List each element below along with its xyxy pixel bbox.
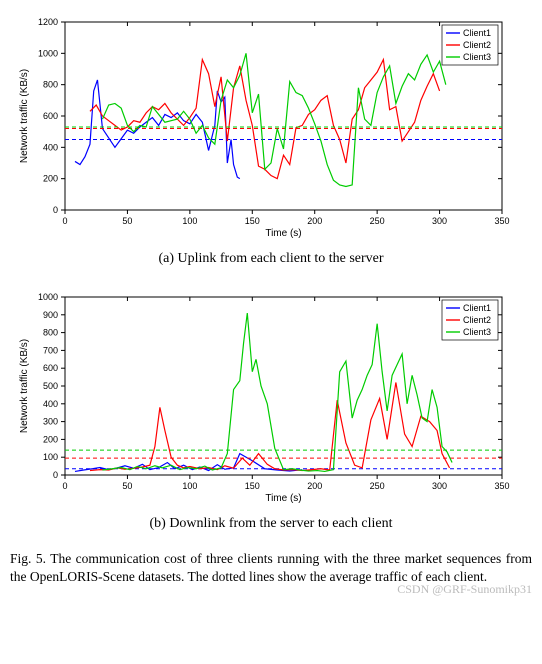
svg-text:400: 400 — [43, 399, 58, 409]
svg-text:Client2: Client2 — [463, 40, 491, 50]
svg-text:0: 0 — [62, 216, 67, 226]
svg-text:900: 900 — [43, 310, 58, 320]
svg-text:Client1: Client1 — [463, 303, 491, 313]
svg-text:Time (s): Time (s) — [265, 493, 301, 504]
subcaption-b: (b) Downlink from the server to each cli… — [10, 516, 532, 532]
svg-text:250: 250 — [370, 481, 385, 491]
svg-text:200: 200 — [43, 434, 58, 444]
svg-text:250: 250 — [370, 216, 385, 226]
svg-text:0: 0 — [53, 470, 58, 480]
svg-text:1200: 1200 — [38, 17, 58, 27]
svg-text:700: 700 — [43, 345, 58, 355]
downlink-chart: 0 50 100 150 200 250 300 350 0 100 200 300 400 500 600… — [10, 285, 532, 510]
svg-text:600: 600 — [43, 363, 58, 373]
svg-text:0: 0 — [53, 205, 58, 215]
svg-text:Client3: Client3 — [463, 327, 491, 337]
svg-text:400: 400 — [43, 142, 58, 152]
svg-text:Client2: Client2 — [463, 315, 491, 325]
svg-text:350: 350 — [494, 216, 509, 226]
svg-text:Network traffic (KB/s): Network traffic (KB/s) — [19, 69, 30, 163]
svg-text:Client1: Client1 — [463, 28, 491, 38]
subcaption-a: (a) Uplink from each client to the serve… — [10, 251, 532, 267]
svg-text:800: 800 — [43, 80, 58, 90]
svg-text:100: 100 — [43, 452, 58, 462]
chart-a-svg: 0 50 100 150 200 250 300 350 0 200 400 600 800 1000 12… — [10, 10, 520, 240]
svg-text:200: 200 — [307, 216, 322, 226]
figure-caption: Fig. 5. The communication cost of three … — [10, 550, 532, 586]
svg-text:600: 600 — [43, 111, 58, 121]
svg-text:Client3: Client3 — [463, 52, 491, 62]
svg-text:800: 800 — [43, 328, 58, 338]
svg-text:100: 100 — [182, 216, 197, 226]
uplink-chart: 0 50 100 150 200 250 300 350 0 200 400 600 800 1000 12… — [10, 10, 532, 245]
svg-text:100: 100 — [182, 481, 197, 491]
svg-text:200: 200 — [307, 481, 322, 491]
svg-text:300: 300 — [432, 481, 447, 491]
svg-text:50: 50 — [122, 481, 132, 491]
svg-text:300: 300 — [43, 417, 58, 427]
svg-text:50: 50 — [122, 216, 132, 226]
svg-text:1000: 1000 — [38, 48, 58, 58]
svg-text:500: 500 — [43, 381, 58, 391]
svg-text:Time (s): Time (s) — [265, 228, 301, 239]
svg-text:300: 300 — [432, 216, 447, 226]
svg-text:1000: 1000 — [38, 292, 58, 302]
svg-text:150: 150 — [245, 481, 260, 491]
svg-text:0: 0 — [62, 481, 67, 491]
svg-text:200: 200 — [43, 174, 58, 184]
svg-text:350: 350 — [494, 481, 509, 491]
svg-text:Network traffic (KB/s): Network traffic (KB/s) — [19, 339, 30, 433]
svg-text:150: 150 — [245, 216, 260, 226]
chart-b-svg: 0 50 100 150 200 250 300 350 0 100 200 300 400 500 600… — [10, 285, 520, 505]
